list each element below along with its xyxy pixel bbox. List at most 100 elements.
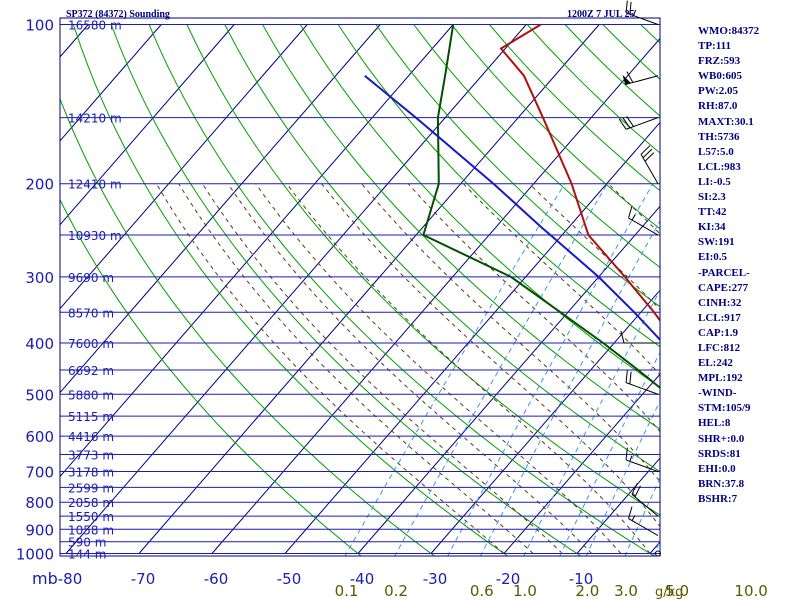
wind-barb-feather — [622, 117, 631, 129]
dry-adiabat-line — [754, 25, 800, 565]
mixing-ratio-labels: 0.10.20.61.02.03.05.010.020.040g/kg — [335, 582, 768, 600]
mixing-ratio-line — [344, 183, 566, 556]
isotherm-line — [65, 24, 527, 554]
height-label: 16580 m — [68, 19, 122, 33]
height-label: 8570 m — [68, 306, 114, 320]
wind-barb — [628, 506, 659, 537]
dewpoint-trace — [422, 24, 660, 390]
temperature-tick-label: -70 — [131, 570, 156, 588]
isotherm-line — [60, 24, 162, 142]
moist-adiabat-line — [155, 183, 505, 554]
height-label: 5880 m — [68, 388, 114, 402]
index-item: RH:87.0 — [698, 100, 738, 113]
pressure-tick-label: 900 — [25, 521, 54, 539]
mixing-ratio-line — [479, 219, 660, 556]
mixing-ratio-line — [447, 183, 654, 556]
isotherm-line — [576, 457, 660, 554]
wind-barb-feather — [644, 152, 655, 162]
height-label: 3178 m — [68, 466, 114, 480]
wind-barb-half-feather — [631, 214, 636, 221]
height-label: 1058 m — [68, 523, 114, 537]
wind-barb — [620, 330, 658, 344]
index-item: KI:34 — [698, 221, 726, 234]
mixing-ratio-line — [624, 477, 660, 556]
calm-wind-circle — [655, 550, 661, 557]
isotherm-lines — [0, 24, 660, 554]
mixing-ratio-line — [394, 183, 608, 556]
index-item: CINH:32 — [698, 296, 742, 309]
wind-barb-half-feather — [629, 455, 633, 462]
wind-barb-staff — [631, 493, 659, 517]
index-item: SHR+:0.0 — [698, 432, 745, 445]
dry-adiabat-lines — [60, 24, 800, 565]
sounding-traces — [364, 23, 660, 390]
dry-adiabat-line — [148, 24, 656, 556]
temperature-tick-label: -20 — [496, 570, 521, 588]
wind-barb — [625, 0, 659, 25]
pressure-tick-label: 800 — [25, 494, 54, 512]
pressure-tick-label: 300 — [25, 269, 54, 287]
temperature-tick-label: -40 — [350, 570, 375, 588]
dry-adiabat-line — [224, 24, 660, 473]
moist-adiabat-line — [286, 183, 651, 554]
dry-adiabat-line — [186, 24, 660, 516]
height-label: 4416 m — [68, 430, 114, 444]
sounding-title: SP372 (84372) Sounding — [66, 9, 170, 20]
mixing-ratio-label: 0.1 — [335, 582, 359, 600]
wind-barb-feather — [618, 118, 627, 130]
index-item: -WIND- — [698, 387, 737, 400]
mixing-ratio-line — [585, 399, 660, 556]
mixing-ratio-label: 0.6 — [470, 582, 494, 600]
dry-adiabat-line — [72, 24, 509, 556]
temperature-trace — [499, 23, 660, 323]
temperature-tick-label: -60 — [204, 570, 229, 588]
index-item: SW:191 — [698, 236, 735, 249]
wind-barb-feather — [629, 371, 632, 385]
wind-barb-feather — [631, 482, 638, 495]
mixing-ratio-line — [523, 289, 660, 556]
index-item: WB0:605 — [698, 70, 742, 83]
wind-barb — [631, 482, 659, 517]
height-label: 144 m — [68, 548, 106, 562]
height-label: 14210 m — [68, 112, 122, 126]
index-item: TP:111 — [698, 40, 732, 53]
wind-barb-staff — [628, 217, 659, 236]
indices-panel: WMO:84372 TP:111 FRZ:593 WB0:605 PW:2.05 RH:8… — [698, 24, 759, 507]
wind-barb — [640, 145, 659, 184]
isotherm-line — [60, 24, 381, 394]
index-item: LFC:812 — [698, 341, 741, 354]
wind-barb-feather — [634, 485, 641, 498]
pressure-tick-label: 600 — [25, 428, 54, 446]
wind-barb-staff — [625, 382, 659, 395]
temperature-axis: mb -80 -70 -60 -50 -40 -30 -20 -10 — [32, 569, 593, 588]
height-label: 590 m — [68, 536, 106, 550]
height-label: 2599 m — [68, 481, 114, 495]
isotherm-line — [284, 121, 660, 554]
temperature-tick-label: -10 — [569, 570, 594, 588]
dry-adiabat-line — [299, 24, 660, 389]
index-item: CAPE:277 — [698, 281, 749, 294]
moist-adiabat-line — [407, 183, 660, 433]
wind-barb — [622, 71, 659, 86]
wind-barb — [655, 550, 661, 557]
index-item: STM:105/9 — [698, 402, 751, 415]
isotherm-line — [0, 25, 15, 554]
index-item: LCL:983 — [698, 160, 741, 173]
wind-barb — [625, 447, 659, 473]
index-item: LI:-0.5 — [698, 175, 731, 188]
index-item: TT:42 — [698, 206, 727, 219]
isotherm-line — [138, 24, 600, 554]
isobar-lines — [60, 24, 660, 554]
height-label: 9690 m — [68, 271, 114, 285]
index-item: CAP:1.9 — [698, 326, 739, 339]
wind-barb-feather — [620, 330, 625, 344]
index-item: L57:5.0 — [698, 145, 734, 158]
isotherm-line — [211, 37, 660, 554]
wind-barb-feather — [628, 205, 633, 219]
wind-barb — [628, 205, 659, 236]
moist-adiabat-line — [201, 183, 563, 554]
pressure-tick-label: 500 — [25, 386, 54, 404]
height-label: 6692 m — [68, 364, 114, 378]
height-label: 12410 m — [68, 178, 122, 192]
